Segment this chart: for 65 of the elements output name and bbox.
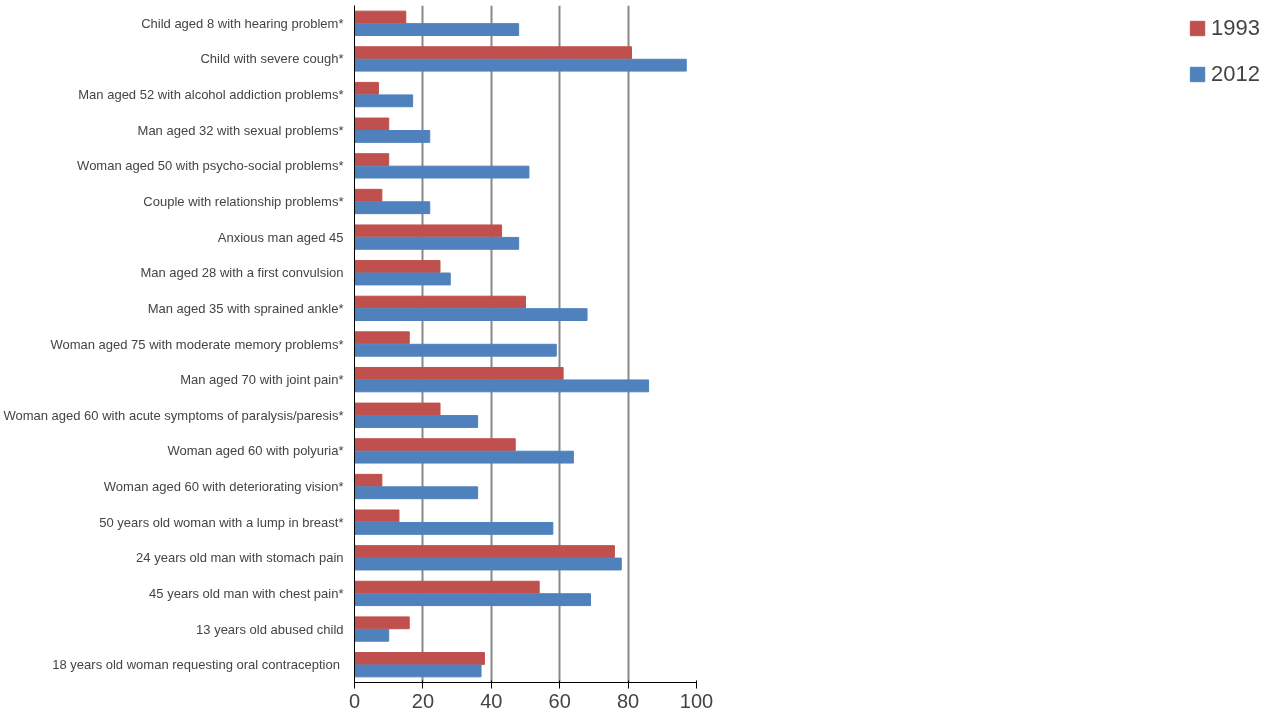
- y-tick-label: Man aged 70 with joint pain*: [180, 372, 344, 388]
- bar: [354, 308, 588, 322]
- bar: [354, 201, 431, 215]
- y-tick-label: Man aged 28 with a first convulsion: [140, 265, 344, 281]
- y-tick-label: Anxious man aged 45: [217, 229, 344, 245]
- x-tick-label: 80: [616, 689, 640, 712]
- bar: [354, 58, 687, 72]
- bar: [354, 379, 650, 393]
- bar: [354, 652, 485, 665]
- bar: [354, 616, 410, 630]
- bar: [354, 81, 379, 95]
- bar: [354, 438, 516, 452]
- bar: [354, 580, 540, 594]
- bar: [354, 557, 622, 571]
- bar: [354, 295, 526, 309]
- y-tick-label: Man aged 35 with sprained ankle*: [147, 300, 344, 316]
- y-tick-label: Woman aged 60 with acute symptoms of paralysis/paresis*: [3, 407, 344, 423]
- y-tick-label: Couple with relationship problems*: [143, 193, 344, 209]
- y-tick-label: 13 years old abused child: [196, 621, 344, 637]
- y-tick-label: Woman aged 75 with moderate memory problems*: [50, 336, 344, 352]
- bar: [354, 402, 441, 416]
- bar: [354, 10, 407, 24]
- y-tick-label: Man aged 52 with alcohol addiction problems*: [78, 87, 344, 103]
- y-tick-label: Child with severe cough*: [200, 51, 344, 67]
- bar: [354, 521, 554, 535]
- legend-label: 2012: [1211, 61, 1260, 87]
- bar: [354, 486, 479, 500]
- y-tick-label: 18 years old woman requesting oral contraception: [52, 657, 340, 673]
- bar: [354, 130, 431, 143]
- bar: [354, 366, 564, 380]
- bar: [354, 94, 414, 108]
- y-tick-label: Woman aged 60 with deteriorating vision*: [103, 479, 344, 495]
- bar: [354, 415, 479, 428]
- bar: [354, 509, 400, 523]
- bar: [354, 593, 591, 607]
- bar: [354, 224, 503, 238]
- bar: [354, 545, 615, 558]
- bar: [354, 450, 574, 464]
- bar: [354, 117, 390, 131]
- legend-label: 1993: [1211, 15, 1260, 41]
- y-tick-label: 50 years old woman with a lump in breast*: [99, 514, 344, 530]
- bar: [354, 236, 520, 250]
- y-tick-label: Woman aged 50 with psycho-social problems*: [77, 158, 344, 174]
- y-tick-label: Man aged 32 with sexual problems*: [137, 122, 344, 138]
- bar: [354, 272, 451, 286]
- bar: [354, 165, 530, 179]
- x-tick-label: 60: [548, 689, 571, 712]
- bar: [354, 260, 441, 273]
- x-tick-label: 100: [679, 689, 714, 712]
- bar: [354, 331, 410, 345]
- x-tick-label: 40: [480, 689, 503, 712]
- y-tick-label: Woman aged 60 with polyuria*: [167, 443, 344, 459]
- x-tick-label: 0: [348, 689, 361, 712]
- bar: [354, 628, 390, 642]
- bar: [354, 343, 557, 357]
- bar: [354, 473, 383, 487]
- y-tick-label: 24 years old man with stomach pain: [136, 550, 344, 566]
- y-tick-label: 45 years old man with chest pain*: [149, 585, 344, 601]
- bar: [354, 153, 390, 167]
- bar: [354, 188, 383, 202]
- bar: [354, 46, 633, 60]
- bar: [354, 23, 520, 36]
- bar: [354, 664, 482, 678]
- y-tick-label: Child aged 8 with hearing problem*: [141, 15, 344, 31]
- x-tick-label: 20: [411, 689, 435, 712]
